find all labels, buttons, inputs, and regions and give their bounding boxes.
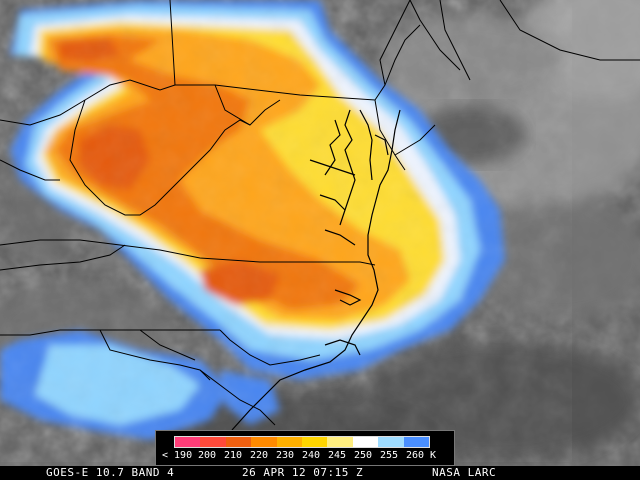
legend-labels: < 190 200 210 220 230 240 245 250 255 260 K (162, 450, 452, 462)
legend-label: 260 (406, 450, 425, 461)
legend-label: K (430, 450, 437, 461)
legend-label: 210 (224, 450, 243, 461)
timestamp-label: 26 APR 12 07:15 Z (242, 466, 364, 479)
temperature-legend: < 190 200 210 220 230 240 245 250 255 260 K (155, 430, 455, 466)
legend-label: 200 (198, 450, 217, 461)
legend-swatch (327, 437, 353, 447)
legend-label: 250 (354, 450, 373, 461)
legend-swatch (403, 437, 430, 447)
legend-swatch (302, 437, 328, 447)
legend-swatch (251, 437, 277, 447)
legend-label: 255 (380, 450, 399, 461)
legend-label: 245 (328, 450, 347, 461)
legend-label: < 190 (162, 450, 193, 461)
legend-label: 230 (276, 450, 295, 461)
satellite-label: GOES-E 10.7 BAND 4 (46, 466, 175, 479)
legend-label: 220 (250, 450, 269, 461)
legend-swatch (225, 437, 252, 447)
credit-label: NASA LARC (432, 466, 497, 479)
legend-label: 240 (302, 450, 321, 461)
legend-swatch (175, 437, 201, 447)
coastline (231, 109, 401, 431)
legend-swatch (200, 437, 226, 447)
legend-swatch (352, 437, 379, 447)
legend-color-bar (174, 436, 430, 448)
footer-bar: GOES-E 10.7 BAND 4 26 APR 12 07:15 Z NAS… (0, 466, 640, 480)
state-boundaries (0, 0, 640, 426)
legend-swatch (378, 437, 404, 447)
legend-swatch (276, 437, 303, 447)
